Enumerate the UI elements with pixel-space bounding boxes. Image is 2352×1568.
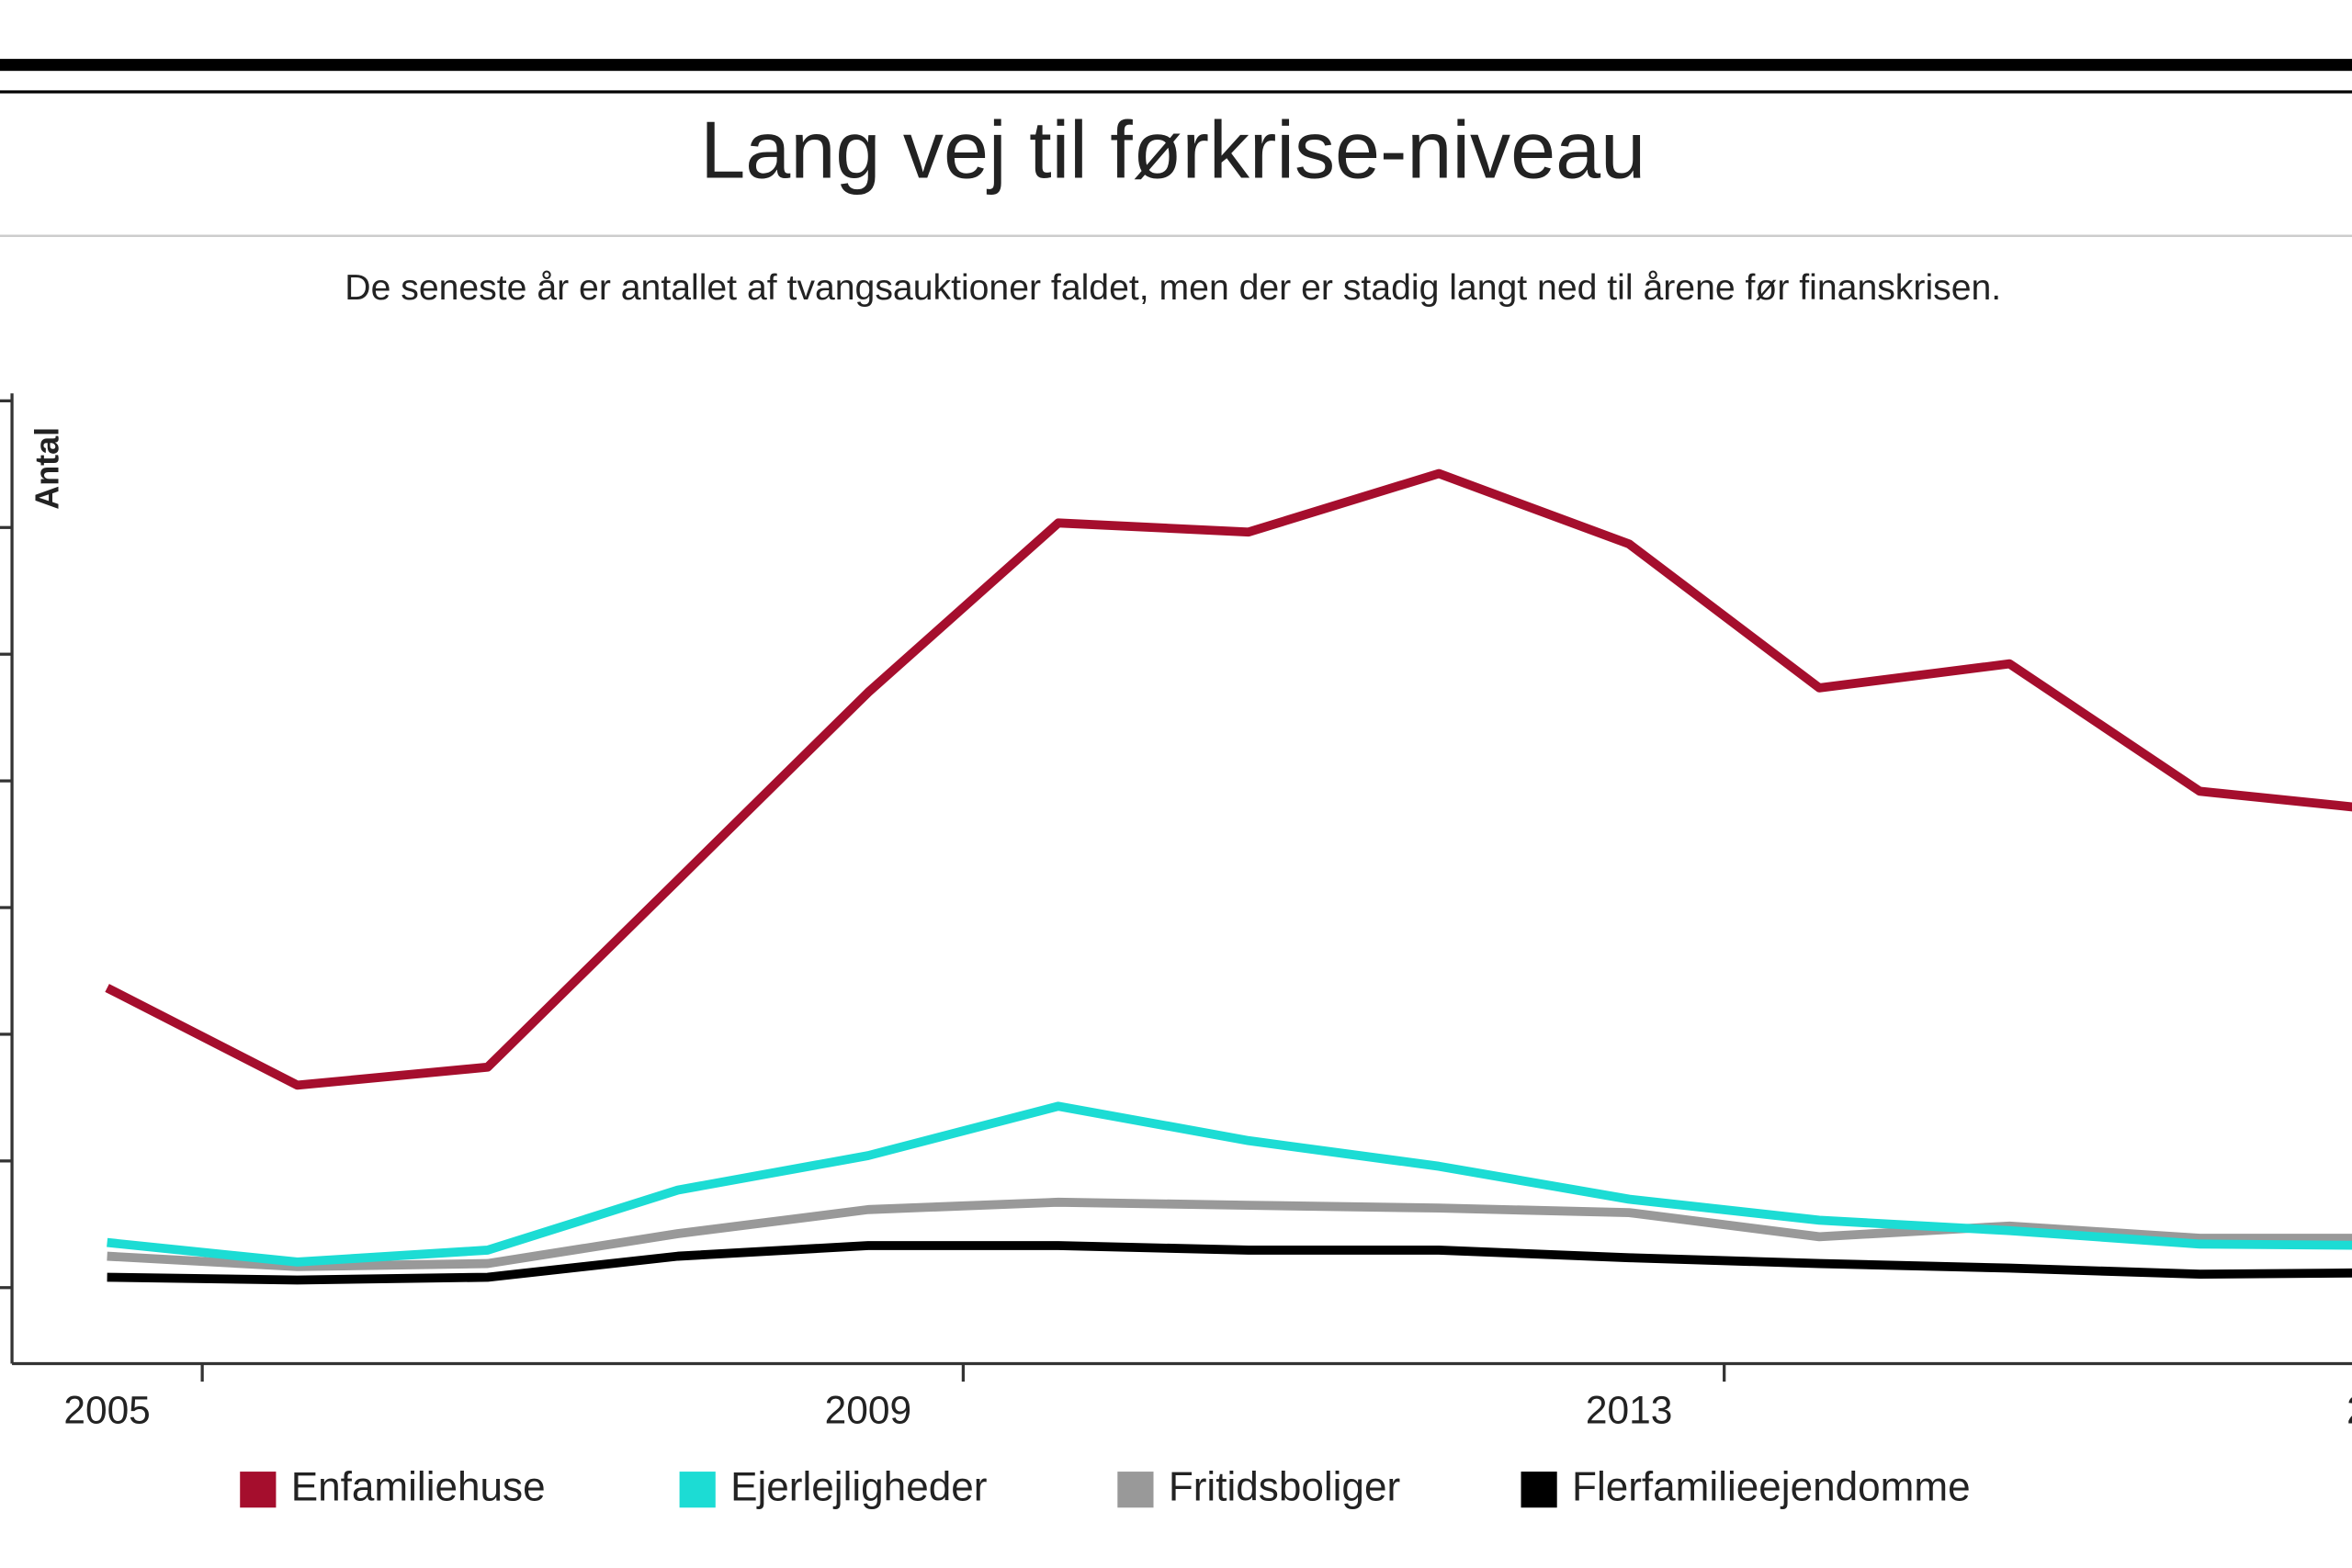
x-tick-label: 2013 <box>1586 1389 1672 1432</box>
chart-subtitle: De seneste år er antallet af tvangsaukti… <box>345 268 2001 308</box>
legend-label: Fritidsboliger <box>1169 1464 1400 1509</box>
legend-swatch <box>1521 1472 1557 1508</box>
x-tick-label: 2017 <box>2346 1389 2352 1432</box>
series-line <box>107 1101 2352 1267</box>
chart-title: Lang vej til førkrise-niveau <box>700 105 1645 196</box>
legend-swatch <box>240 1472 277 1508</box>
legend-label: Ejerlejligheder <box>730 1464 987 1509</box>
legend-label: Flerfamilieejendomme <box>1572 1464 1971 1509</box>
y-axis-label: Antal <box>28 427 65 510</box>
x-tick-label: 2009 <box>825 1389 911 1432</box>
top-rule <box>0 59 2352 72</box>
legend-swatch <box>679 1472 716 1508</box>
legend-swatch <box>1117 1472 1154 1508</box>
plot-area <box>105 468 2352 1285</box>
series-line <box>105 468 2352 1090</box>
series-line <box>107 1197 2352 1271</box>
legend-label: Enfamiliehuse <box>291 1464 546 1509</box>
series-line <box>107 1241 2352 1285</box>
x-tick-label: 2005 <box>63 1389 150 1432</box>
